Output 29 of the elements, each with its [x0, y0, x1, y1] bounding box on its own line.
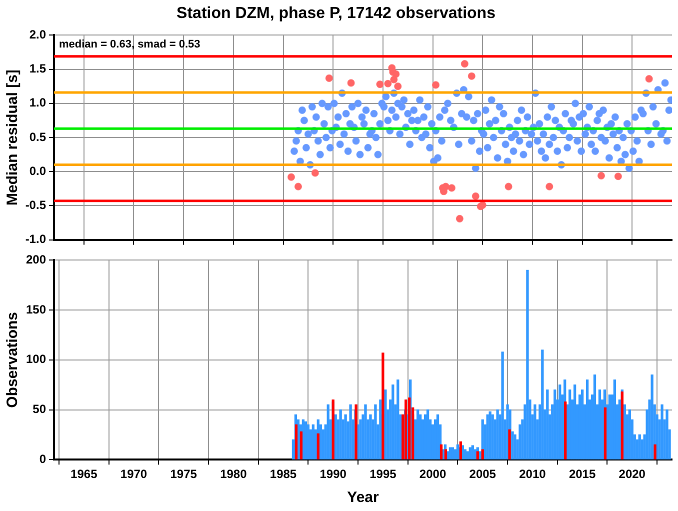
x-tick-label: 1970 — [120, 467, 148, 482]
x-tick-label: 2010 — [519, 467, 546, 482]
y-tick-label: -0.5 — [25, 198, 46, 212]
y-tick-label: 50 — [32, 402, 46, 416]
x-tick-label: 2015 — [568, 467, 596, 482]
x-tick-label: 1965 — [70, 467, 98, 482]
y-tick-label: 1.5 — [29, 62, 46, 76]
chart-title: Station DZM, phase P, 17142 observations — [176, 5, 496, 22]
y-tick-label: 0 — [39, 452, 46, 466]
y-tick-label: 100 — [26, 352, 46, 366]
y-tick-label: 0.5 — [29, 130, 46, 144]
annotation: median = 0.63, smad = 0.53 — [59, 38, 200, 51]
y-axis-title: Observations — [4, 312, 22, 408]
x-tick-label: 1975 — [170, 467, 198, 482]
y-tick-label: 1.0 — [29, 96, 46, 110]
x-tick-label: 2005 — [469, 467, 496, 482]
y-tick-label: 150 — [26, 302, 46, 316]
x-tick-label: 1995 — [370, 467, 397, 482]
x-tick-label: 2020 — [618, 467, 646, 482]
y-axis-title: Median residual [s] — [4, 70, 22, 206]
y-tick-label: 2.0 — [29, 28, 46, 42]
x-tick-label: 2000 — [419, 467, 446, 482]
y-tick-label: -1.0 — [25, 232, 46, 246]
y-tick-label: 0.0 — [29, 164, 46, 178]
x-tick-label: 1990 — [320, 467, 347, 482]
x-tick-label: 1980 — [220, 467, 248, 482]
x-axis-title: Year — [347, 489, 380, 506]
x-tick-label: 1985 — [270, 467, 297, 482]
y-tick-label: 200 — [26, 252, 46, 267]
